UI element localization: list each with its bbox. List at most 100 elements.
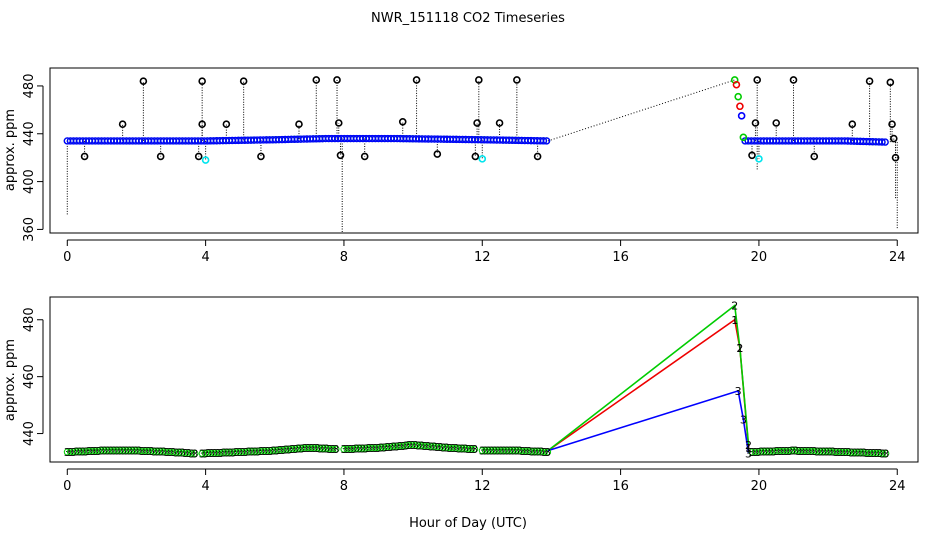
outlier-point-black: [239, 77, 248, 85]
outlier-point-black: [80, 152, 89, 161]
outlier-point-black: [751, 119, 760, 127]
outlier-point-cyan: [478, 155, 487, 163]
baseline-marker-green: [329, 445, 337, 453]
baseline-marker-green: [191, 449, 199, 457]
outlier-point-black: [398, 118, 407, 126]
baseline-point-blue: [542, 137, 551, 145]
baseline-marker-green: [471, 445, 479, 453]
top-x-tick-label: 20: [751, 250, 768, 265]
outlier-point-black: [194, 152, 203, 161]
baseline-marker-label: 3: [332, 443, 339, 456]
outlier-point-black: [886, 78, 895, 87]
series-point-label-1: 1: [731, 314, 738, 327]
bottom-y-tick-label: 460: [22, 364, 37, 389]
outlier-point-black: [865, 77, 874, 85]
baseline-marker-green: [882, 449, 890, 457]
series-point-label-3: 3: [735, 385, 742, 398]
chart-title: NWR_151118 CO2 Timeseries: [371, 11, 565, 26]
series-point-label-2: 2: [736, 342, 743, 355]
outlier-point-black: [433, 150, 442, 158]
outlier-point-black: [412, 76, 421, 84]
x-axis-label: Hour of Day (UTC): [409, 516, 527, 531]
bottom-x-tick-label: 16: [612, 479, 629, 494]
outlier-point-black: [891, 153, 900, 162]
baseline-marker-label: 3: [544, 446, 551, 459]
baseline-marker-label: 3: [191, 447, 198, 460]
outlier-point-black: [312, 76, 321, 84]
outlier-point-black: [295, 120, 303, 128]
baseline-marker-label: 3: [471, 443, 478, 456]
peak-point-green: [739, 133, 748, 142]
outlier-point-black: [753, 76, 761, 84]
series-line-3: [547, 389, 750, 454]
bottom-y-tick-label: 440: [22, 421, 37, 446]
series-point-label-2: 2: [745, 439, 752, 452]
top-plot-frame: [49, 67, 919, 234]
outlier-point-black: [475, 76, 483, 84]
bottom-plot-frame: [49, 296, 919, 463]
bottom-x-tick-label: 12: [474, 479, 491, 494]
outlier-point-black: [810, 152, 819, 161]
top-y-tick-label: 480: [22, 74, 37, 99]
outlier-point-black: [334, 119, 343, 127]
outlier-point-black: [118, 120, 127, 128]
top-x-tick-label: 12: [474, 250, 491, 265]
outlier-point-black: [471, 152, 480, 161]
gap-connector-line: [547, 79, 735, 142]
baseline-point-blue: [539, 137, 548, 145]
baseline-marker-green: [332, 445, 340, 453]
bottom-panel: approx. ppm Hour of Day (UTC) 0 4 8 12 16 20 2…: [3, 296, 919, 531]
outlier-point-black: [222, 120, 231, 128]
series-line-2: [547, 304, 750, 452]
bottom-x-tick-label: 24: [889, 479, 906, 494]
series-point-label-3: 3: [740, 413, 747, 426]
outlier-point-black: [848, 120, 857, 128]
outlier-point-black: [473, 119, 481, 127]
baseline-point-blue: [878, 138, 886, 146]
baseline-marker-green: [544, 448, 552, 456]
outlier-point-cyan: [755, 155, 763, 163]
outlier-point-black: [257, 152, 265, 161]
baseline-marker-green: [468, 445, 476, 453]
outlier-point-black: [333, 76, 341, 84]
peak-point-green: [734, 92, 742, 101]
outlier-point-black: [772, 119, 781, 127]
outlier-point-black: [495, 119, 504, 127]
peak-point-red: [736, 102, 744, 111]
top-panel: approx. ppm 0 4 8 12 16 20 24 360 400 440 480: [3, 67, 919, 265]
top-x-tick-label: 8: [340, 250, 348, 265]
outlier-point-black: [789, 76, 798, 84]
series-point-label-1: 1: [736, 342, 743, 355]
baseline-marker-green: [541, 448, 549, 456]
outlier-point-cyan: [201, 156, 210, 164]
outlier-point-black: [198, 77, 206, 85]
outlier-point-black: [198, 120, 206, 128]
series-line-1: [547, 318, 750, 452]
outlier-point-black: [139, 77, 148, 85]
bottom-y-axis-label: approx. ppm: [3, 339, 18, 421]
baseline-point-blue: [881, 138, 889, 146]
peak-point-red: [732, 80, 741, 89]
outlier-point-black: [513, 76, 521, 84]
top-y-tick-label: 400: [22, 169, 37, 194]
outlier-point-black: [360, 152, 369, 161]
bottom-x-tick-label: 0: [63, 479, 71, 494]
bottom-y-tick-label: 480: [22, 307, 37, 332]
bottom-x-tick-label: 8: [340, 479, 348, 494]
top-x-tick-label: 0: [63, 250, 71, 265]
series-point-label-1: 1: [745, 442, 752, 455]
top-y-tick-label: 440: [22, 121, 37, 146]
outlier-point-black: [336, 151, 345, 160]
outlier-point-black: [888, 120, 896, 128]
baseline-marker-label: 3: [882, 447, 889, 460]
bottom-x-tick-label: 4: [201, 479, 209, 494]
top-y-tick-label: 360: [22, 217, 37, 242]
top-x-tick-label: 16: [612, 250, 629, 265]
outlier-point-black: [533, 152, 542, 161]
baseline-marker-green: [188, 449, 196, 457]
peak-point-blue: [737, 112, 746, 120]
series-point-label-2: 2: [731, 300, 738, 313]
bottom-x-tick-label: 20: [751, 479, 768, 494]
baseline-marker-green: [879, 449, 887, 457]
